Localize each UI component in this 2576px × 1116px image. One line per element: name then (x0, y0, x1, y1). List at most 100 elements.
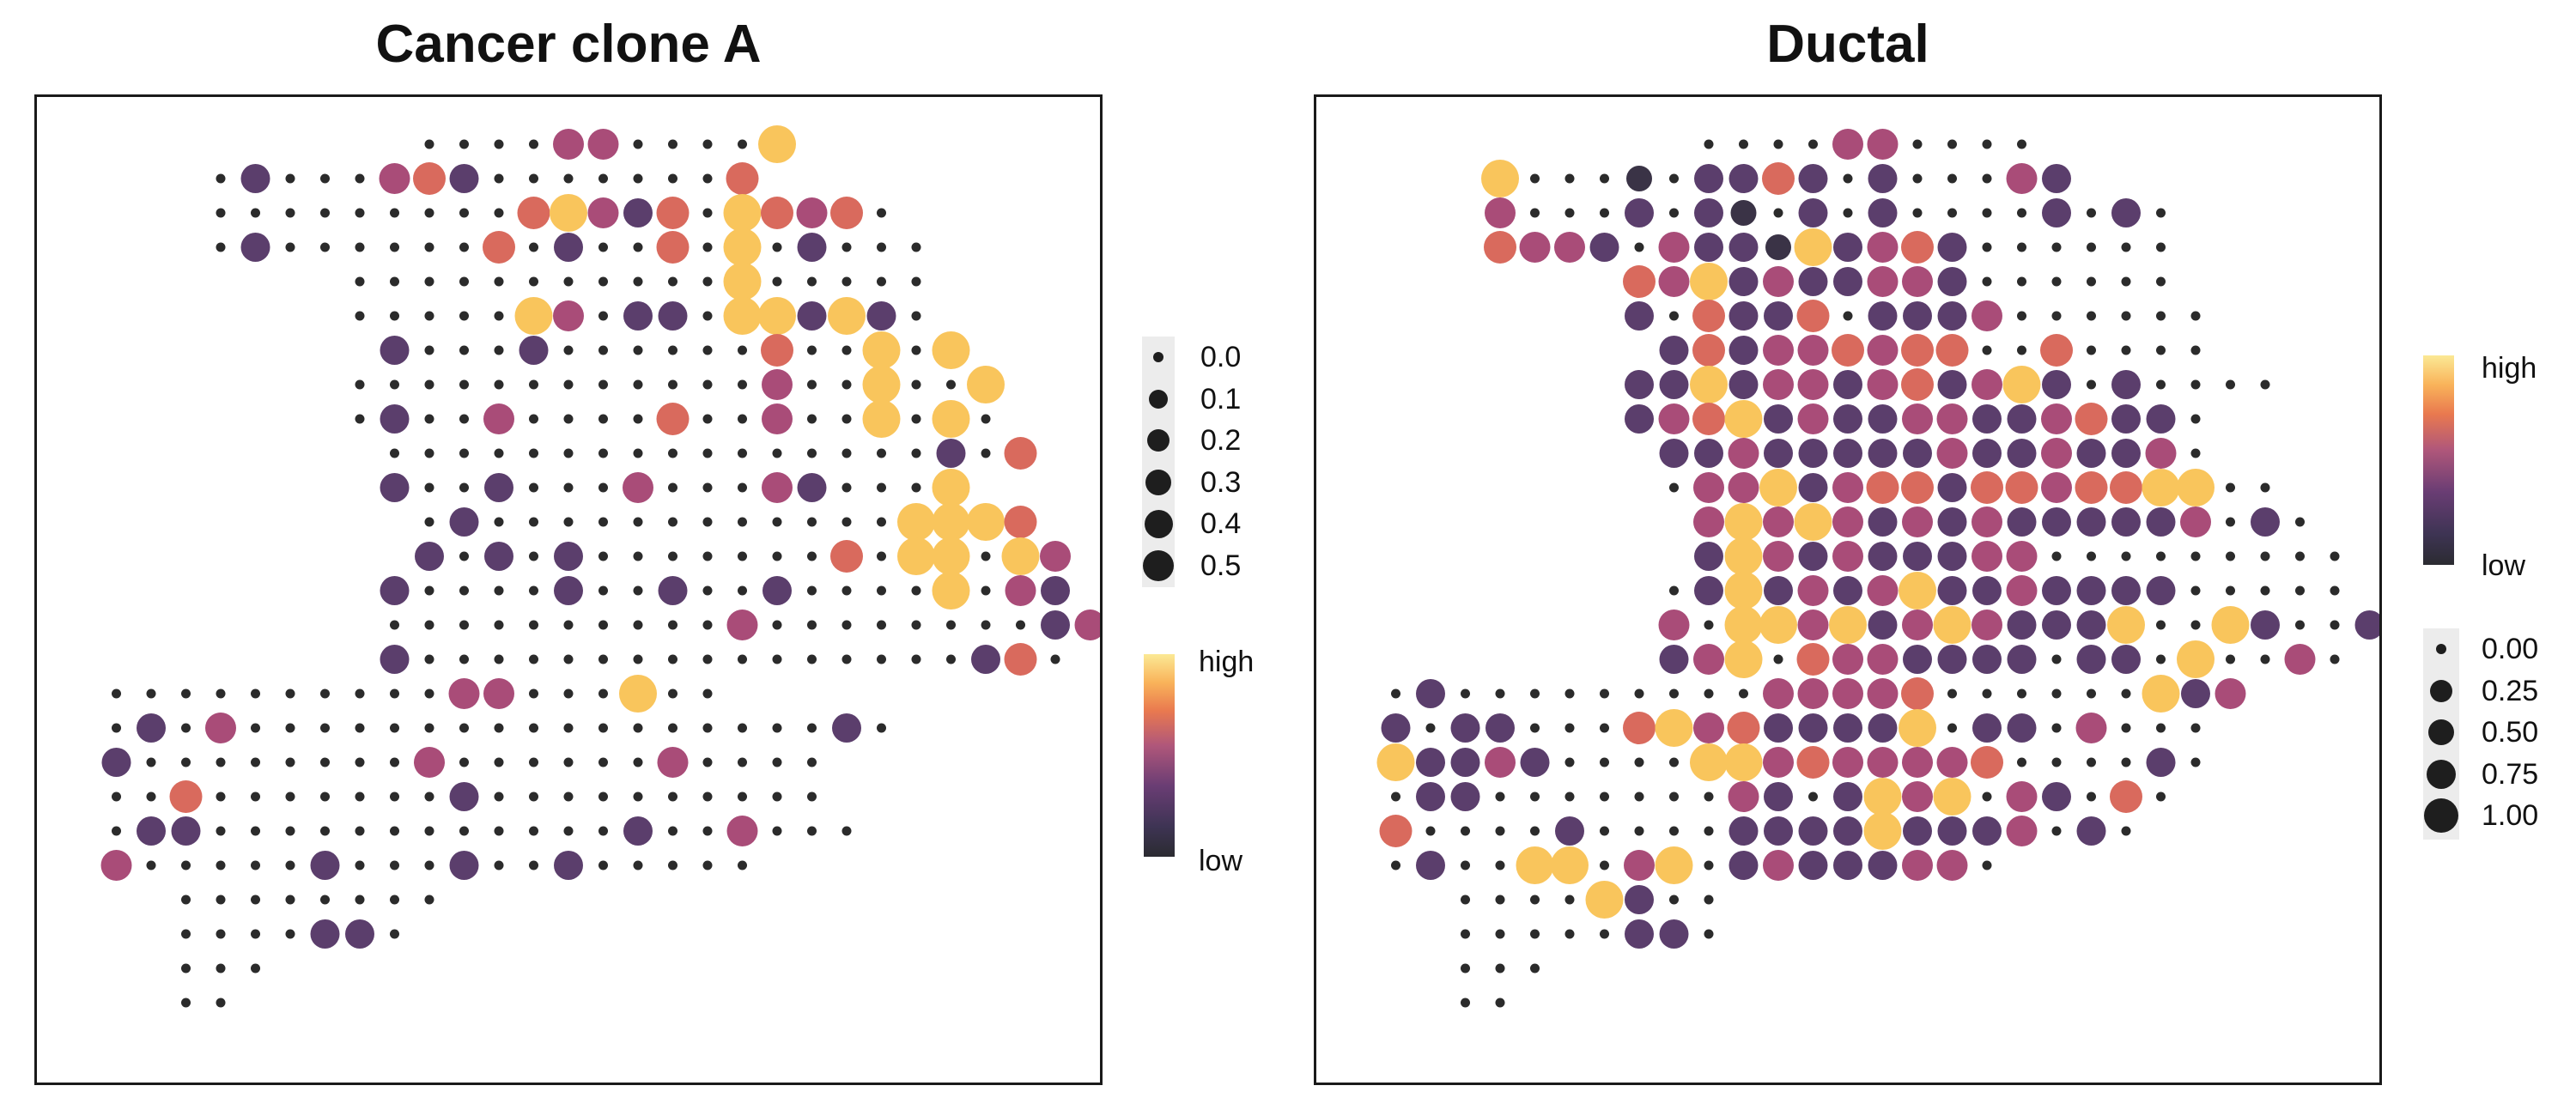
spot-point (841, 242, 852, 252)
spot-point (494, 208, 504, 218)
spot-point (1461, 688, 1470, 699)
spot-point (1655, 846, 1693, 884)
spot-point (2076, 816, 2106, 846)
spot-point (563, 688, 574, 699)
spot-point (1763, 541, 1794, 572)
spot-point (1669, 826, 1679, 836)
spot-point (1808, 792, 1818, 802)
spot-point (1903, 816, 1932, 846)
spot-point (1495, 792, 1505, 802)
spot-point (619, 675, 657, 713)
spot-point (598, 517, 608, 527)
spot-point (285, 723, 295, 733)
color-legend-a-bar (1144, 654, 1175, 857)
spot-point (1495, 929, 1505, 939)
spot-point (2107, 606, 2145, 644)
spot-point (668, 345, 677, 355)
spot-point (656, 231, 690, 264)
spot-point (563, 345, 574, 355)
spot-point (285, 792, 295, 802)
spot-point (1495, 860, 1505, 870)
spot-point (1764, 301, 1793, 331)
spot-point (2156, 379, 2166, 390)
spot-point (1669, 792, 1679, 802)
spot-point (285, 242, 295, 252)
spot-point (563, 414, 574, 424)
spot-point (563, 379, 574, 390)
spot-point (1982, 860, 1992, 870)
spot-point (529, 379, 538, 390)
spot-point (932, 331, 970, 369)
spot-point (668, 723, 677, 733)
spot-point (1634, 792, 1644, 802)
spot-point (216, 242, 226, 252)
spot-point (563, 482, 574, 493)
spot-point (807, 792, 817, 802)
spot-point (2051, 276, 2062, 287)
spot-point (658, 301, 688, 331)
spot-point (494, 654, 504, 664)
spot-point (598, 345, 608, 355)
spot-point (1937, 816, 1967, 846)
spot-point (2190, 448, 2201, 458)
spot-point (633, 551, 643, 561)
spot-point (598, 860, 608, 870)
spot-point (181, 929, 191, 939)
spot-point (1485, 197, 1516, 228)
spot-point (380, 336, 410, 365)
color-legend-b-bar (2423, 355, 2454, 565)
spot-point (1833, 816, 1862, 846)
spot-point (2330, 585, 2340, 596)
spot-point (702, 723, 713, 733)
spot-point (112, 688, 121, 699)
spot-point (702, 139, 713, 149)
spot-point (1727, 712, 1760, 744)
spot-point (1659, 336, 1689, 365)
spot-point (320, 895, 330, 905)
spot-point (1669, 482, 1679, 493)
spot-point (529, 654, 538, 664)
color-legend-a-low-label: low (1199, 845, 1243, 877)
spot-point (529, 242, 538, 252)
spot-point (2007, 713, 2037, 743)
spot-point (2076, 507, 2106, 537)
spot-point (320, 242, 330, 252)
spot-point (529, 276, 538, 287)
spot-point (1971, 300, 2002, 331)
spot-point (2190, 620, 2201, 630)
spot-point (1833, 851, 1862, 880)
spot-point (877, 723, 886, 733)
spot-point (1833, 713, 1862, 743)
spot-point (181, 895, 191, 905)
spot-point (459, 242, 469, 252)
spot-point (2111, 439, 2141, 468)
spot-point (146, 860, 156, 870)
spot-point (1690, 366, 1728, 403)
spot-point (2121, 345, 2131, 355)
spot-point (494, 723, 504, 733)
spot-point (2142, 675, 2180, 713)
spot-point (2190, 585, 2201, 596)
spot-point (2284, 644, 2316, 675)
spot-point (1004, 643, 1037, 676)
spot-point (702, 311, 713, 321)
spot-point (2110, 780, 2142, 813)
spot-point (1798, 473, 1828, 502)
spot-point (807, 723, 817, 733)
spot-point (1971, 541, 2002, 572)
spot-point (1416, 748, 1445, 777)
spot-point (2181, 679, 2210, 708)
spot-point (1798, 713, 1828, 743)
spot-point (554, 851, 583, 880)
spot-point (1495, 963, 1505, 973)
spot-point (1902, 747, 1933, 778)
spot-point (2260, 585, 2270, 596)
spot-point (967, 366, 1005, 403)
spot-point (2226, 551, 2235, 561)
spot-point (449, 782, 479, 811)
spot-point (1690, 263, 1728, 300)
spot-point (1381, 713, 1411, 743)
spot-point (2156, 654, 2166, 664)
spot-point (841, 620, 852, 630)
spot-point (2017, 688, 2026, 699)
